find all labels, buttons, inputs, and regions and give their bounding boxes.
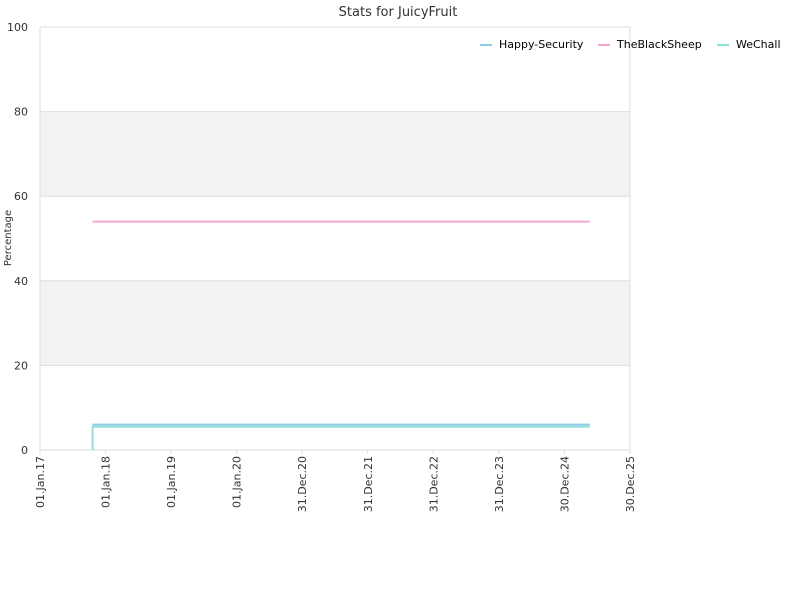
alternating-bands xyxy=(40,111,630,366)
y-axis-label: Percentage xyxy=(3,210,14,266)
y-tick-label: 40 xyxy=(14,275,28,288)
series-line-wechall xyxy=(91,425,590,450)
y-tick-label: 80 xyxy=(14,106,28,119)
x-tick-label: 31.Dec.22 xyxy=(427,456,440,512)
y-axis-ticks: 0 20 40 60 80 100 xyxy=(7,21,28,457)
legend-label: WeChall xyxy=(736,38,781,51)
x-tick-label: 30.Dec.25 xyxy=(624,456,637,512)
x-tick-label: 01.Jan.18 xyxy=(100,456,113,508)
x-tick-label: 30.Dec.24 xyxy=(558,456,571,512)
chart-band xyxy=(40,111,630,197)
x-tick-label: 31.Dec.20 xyxy=(296,456,309,512)
legend: Happy-Security TheBlackSheep WeChall xyxy=(480,38,781,51)
chart-band xyxy=(40,280,630,366)
y-tick-label: 100 xyxy=(7,21,28,34)
y-tick-label: 20 xyxy=(14,359,28,372)
series-lines xyxy=(91,220,590,450)
x-axis-ticks: 01.Jan.17 01.Jan.18 01.Jan.19 01.Jan.20 31.D… xyxy=(34,450,637,512)
legend-label: TheBlackSheep xyxy=(616,38,702,51)
x-tick-label: 01.Jan.17 xyxy=(34,456,47,508)
x-tick-label: 31.Dec.23 xyxy=(493,456,506,512)
y-tick-label: 0 xyxy=(21,444,28,457)
legend-label: Happy-Security xyxy=(499,38,584,51)
y-tick-label: 60 xyxy=(14,190,28,203)
x-tick-label: 01.Jan.19 xyxy=(165,456,178,508)
gridlines xyxy=(39,26,631,451)
x-tick-label: 01.Jan.20 xyxy=(231,456,244,508)
x-tick-label: 31.Dec.21 xyxy=(362,456,375,512)
chart-title: Stats for JuicyFruit xyxy=(339,5,458,20)
